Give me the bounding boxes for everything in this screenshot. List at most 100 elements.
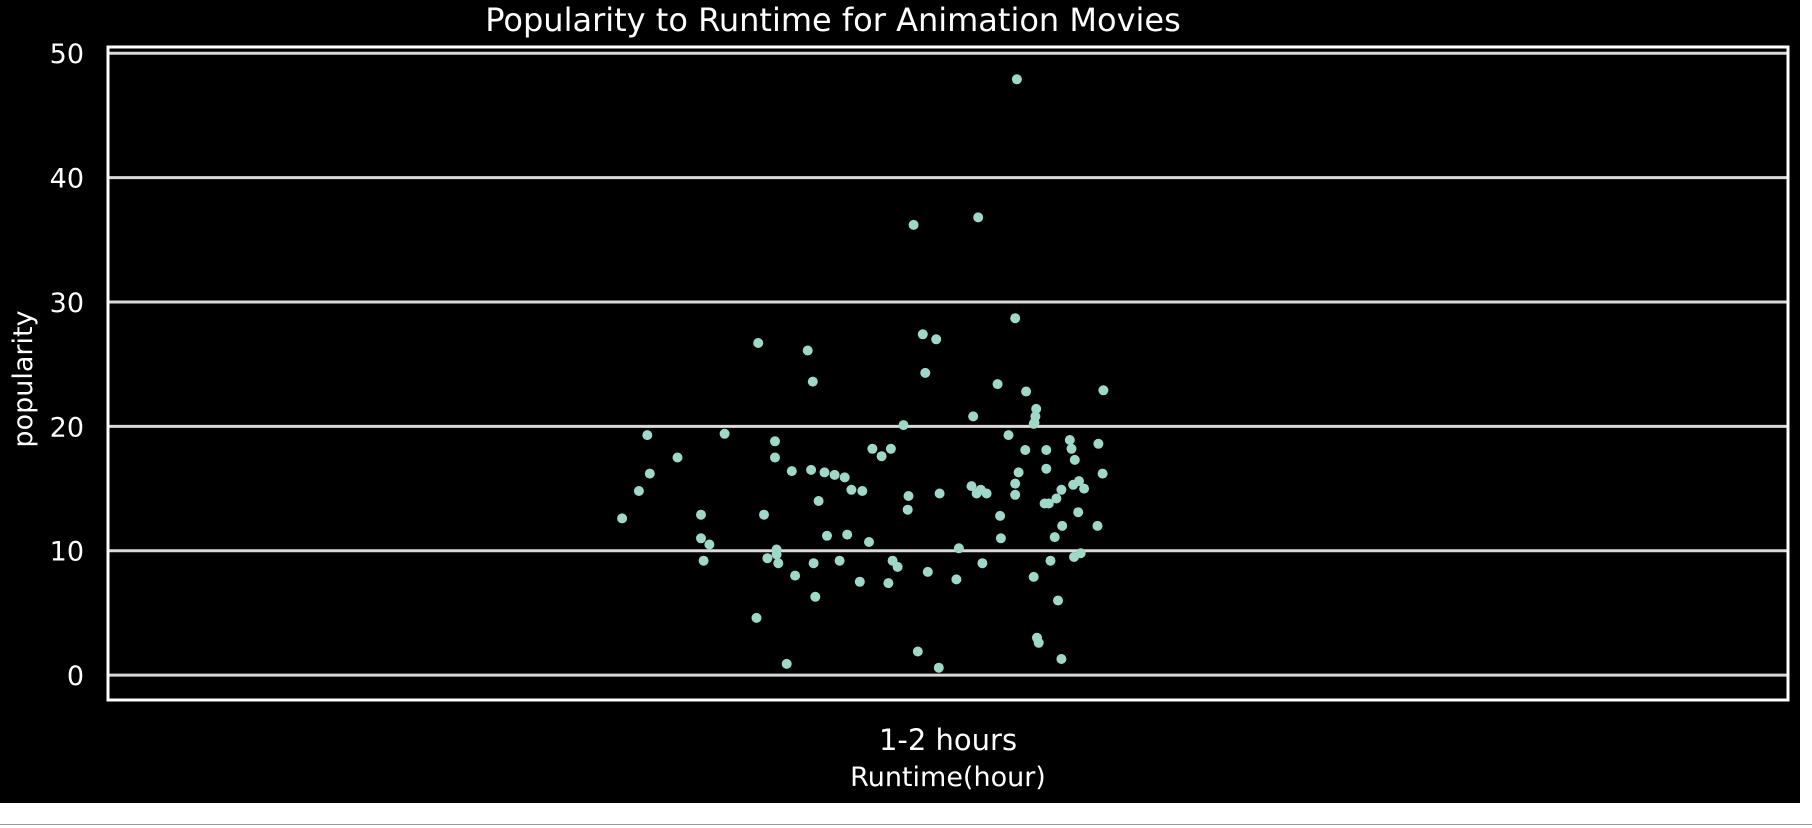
data-point-0-15 bbox=[770, 452, 780, 463]
data-point-0-37 bbox=[864, 537, 874, 547]
data-point-0-46 bbox=[903, 491, 914, 501]
data-point-0-2 bbox=[644, 468, 655, 479]
data-point-0-68 bbox=[1010, 313, 1021, 324]
data-point-0-51 bbox=[922, 566, 933, 577]
y-tick-label-50: 50 bbox=[50, 39, 84, 70]
data-point-0-84 bbox=[1041, 445, 1052, 455]
y-gridlines bbox=[108, 51, 1788, 677]
data-point-0-101 bbox=[1079, 483, 1090, 494]
data-point-0-104 bbox=[1097, 468, 1108, 479]
data-point-0-8 bbox=[704, 539, 715, 550]
data-point-0-12 bbox=[759, 509, 769, 520]
data-point-0-74 bbox=[1021, 386, 1032, 397]
data-point-0-62 bbox=[977, 558, 988, 569]
bottom-divider bbox=[0, 824, 1812, 825]
data-point-0-81 bbox=[1033, 637, 1044, 648]
data-point-0-98 bbox=[1073, 507, 1084, 518]
data-point-0-71 bbox=[1010, 489, 1021, 500]
data-point-0-29 bbox=[822, 530, 832, 541]
y-tick-label-20: 20 bbox=[50, 412, 84, 443]
data-point-0-55 bbox=[951, 574, 962, 585]
data-point-0-7 bbox=[698, 555, 709, 566]
data-point-0-49 bbox=[917, 329, 928, 340]
data-point-0-89 bbox=[1053, 595, 1063, 606]
data-point-0-105 bbox=[1098, 385, 1109, 396]
data-point-0-56 bbox=[953, 543, 964, 554]
data-point-0-13 bbox=[762, 553, 773, 564]
y-tick-label-40: 40 bbox=[50, 164, 84, 195]
data-point-0-38 bbox=[867, 443, 878, 454]
data-point-0-45 bbox=[902, 504, 913, 515]
data-point-0-83 bbox=[1041, 463, 1052, 474]
data-point-0-52 bbox=[931, 334, 942, 345]
data-point-0-0 bbox=[617, 513, 628, 524]
y-tick-label-30: 30 bbox=[50, 288, 84, 319]
data-point-0-97 bbox=[1069, 454, 1080, 465]
data-point-0-22 bbox=[802, 345, 813, 356]
data-point-0-99 bbox=[1074, 476, 1084, 487]
data-point-0-18 bbox=[773, 558, 784, 569]
data-point-0-31 bbox=[834, 555, 845, 566]
data-point-0-33 bbox=[842, 529, 853, 540]
data-point-0-32 bbox=[839, 472, 850, 483]
data-point-0-94 bbox=[1066, 443, 1077, 454]
data-point-0-39 bbox=[876, 451, 887, 462]
data-point-0-21 bbox=[790, 570, 801, 581]
data-point-0-3 bbox=[642, 430, 653, 441]
data-point-0-90 bbox=[1056, 484, 1067, 495]
data-point-0-42 bbox=[883, 578, 894, 589]
data-point-0-72 bbox=[1011, 74, 1022, 85]
data-point-0-24 bbox=[807, 376, 818, 387]
data-point-0-93 bbox=[1064, 435, 1075, 445]
y-tick-label-0: 0 bbox=[67, 661, 84, 692]
data-point-0-35 bbox=[854, 576, 865, 587]
data-point-0-17 bbox=[771, 549, 782, 560]
data-point-0-47 bbox=[908, 219, 919, 230]
data-point-0-88 bbox=[1051, 493, 1062, 504]
data-point-0-36 bbox=[857, 486, 868, 496]
data-point-0-4 bbox=[672, 452, 683, 463]
data-point-0-67 bbox=[1003, 430, 1014, 441]
data-point-0-78 bbox=[1029, 417, 1040, 428]
y-tick-label-10: 10 bbox=[50, 537, 84, 568]
y-tick-labels: 0 10 20 30 40 50 bbox=[50, 39, 84, 692]
data-point-0-91 bbox=[1056, 654, 1067, 664]
chart-title: Popularity to Runtime for Animation Movi… bbox=[485, 1, 1181, 39]
data-point-0-26 bbox=[810, 591, 821, 602]
plot-frame bbox=[106, 45, 1790, 702]
data-point-0-9 bbox=[719, 428, 730, 439]
chart-background bbox=[0, 0, 1800, 803]
data-point-0-102 bbox=[1092, 520, 1103, 531]
data-point-0-79 bbox=[1028, 571, 1039, 582]
data-point-0-5 bbox=[696, 509, 706, 520]
data-point-0-44 bbox=[898, 420, 909, 431]
data-point-0-53 bbox=[934, 488, 945, 499]
data-point-0-40 bbox=[885, 443, 896, 454]
data-point-0-85 bbox=[1043, 498, 1054, 509]
data-point-0-86 bbox=[1045, 555, 1056, 566]
data-point-0-19 bbox=[781, 658, 792, 669]
data-point-0-50 bbox=[920, 367, 931, 378]
data-point-0-1 bbox=[633, 486, 644, 496]
data-point-0-20 bbox=[786, 466, 797, 477]
x-axis-label: Runtime(hour) bbox=[850, 762, 1046, 793]
data-point-0-27 bbox=[813, 496, 824, 506]
data-point-0-58 bbox=[966, 481, 977, 492]
data-point-0-48 bbox=[912, 646, 923, 657]
data-point-0-54 bbox=[933, 662, 944, 673]
data-point-0-70 bbox=[1010, 478, 1021, 489]
data-point-0-10 bbox=[753, 338, 764, 348]
data-point-0-87 bbox=[1049, 532, 1060, 543]
y-axis-label: popularity bbox=[8, 310, 39, 447]
data-point-0-14 bbox=[770, 436, 780, 447]
data-point-0-76 bbox=[1031, 403, 1042, 414]
data-points bbox=[617, 74, 1109, 673]
data-point-0-63 bbox=[981, 488, 992, 499]
data-point-0-65 bbox=[995, 510, 1006, 521]
data-point-0-57 bbox=[968, 411, 979, 422]
data-point-0-69 bbox=[1013, 467, 1024, 478]
x-tick-labels: 1-2 hours bbox=[879, 723, 1017, 757]
x-tick-label-0: 1-2 hours bbox=[879, 723, 1017, 757]
